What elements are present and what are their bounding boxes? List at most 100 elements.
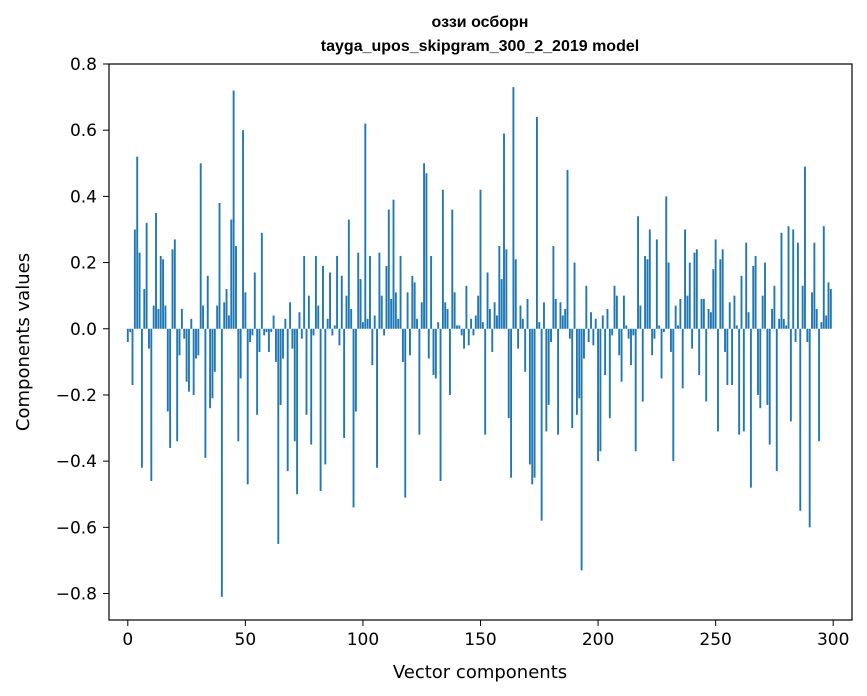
bar	[528, 328, 531, 465]
bar	[644, 255, 647, 329]
bar	[625, 325, 628, 329]
bar	[768, 328, 771, 445]
bar	[747, 312, 750, 329]
bar	[804, 166, 806, 329]
bar	[735, 325, 738, 329]
bar	[366, 318, 369, 329]
bar	[599, 328, 602, 452]
bar	[460, 328, 463, 336]
bar	[347, 219, 350, 329]
bar	[150, 328, 153, 481]
bar	[500, 279, 503, 329]
bar	[700, 298, 703, 329]
bar	[133, 229, 136, 329]
bar	[808, 328, 811, 528]
bar	[390, 298, 393, 329]
bar	[385, 265, 388, 329]
bar	[749, 328, 752, 488]
bar	[331, 328, 334, 336]
bar	[620, 328, 623, 382]
bar	[524, 328, 527, 372]
bar	[289, 302, 291, 329]
bar	[653, 328, 656, 339]
bar	[801, 285, 804, 329]
bar	[463, 328, 465, 349]
bar	[430, 255, 433, 329]
bar	[717, 328, 719, 432]
bar	[780, 232, 783, 329]
bar	[145, 222, 148, 329]
bar	[484, 328, 487, 435]
bar	[216, 305, 219, 329]
bar	[143, 289, 146, 329]
bar	[585, 285, 588, 329]
bar	[138, 252, 141, 329]
y-tick-label: 0.0	[70, 320, 97, 340]
y-tick-label: −0.2	[56, 386, 97, 406]
bar	[465, 285, 468, 329]
bar	[307, 295, 310, 329]
x-tick-label: 300	[817, 630, 849, 650]
bar	[651, 328, 654, 356]
y-tick-label: 0.8	[70, 55, 97, 75]
bar	[752, 265, 755, 329]
bar	[225, 289, 228, 329]
bar	[667, 262, 670, 329]
bar	[806, 328, 809, 342]
y-axis-ticks: −0.8 −0.6 −0.4 −0.2 0.0 0.2 0.4 0.6 0.8	[56, 55, 109, 605]
bar	[684, 229, 686, 329]
bar	[319, 328, 322, 491]
bar	[284, 318, 287, 329]
bar	[423, 163, 426, 329]
bar	[580, 328, 583, 571]
bar	[260, 232, 263, 329]
bar	[456, 325, 458, 329]
bar	[622, 295, 625, 329]
bar	[204, 328, 207, 458]
bar	[418, 328, 421, 435]
bar	[829, 289, 832, 329]
bar	[148, 328, 150, 349]
bar	[305, 328, 308, 415]
bar	[336, 255, 339, 329]
bar	[601, 315, 604, 329]
bar	[242, 130, 244, 329]
bar	[380, 295, 383, 329]
bar	[345, 295, 348, 329]
bar	[498, 246, 501, 329]
x-tick-label: 250	[699, 630, 731, 650]
bar	[404, 328, 407, 498]
bar	[587, 328, 590, 342]
bar	[731, 328, 734, 386]
bar	[157, 308, 160, 329]
bar	[235, 246, 237, 329]
bar	[220, 328, 223, 597]
bar	[646, 259, 649, 329]
bar	[618, 328, 621, 356]
bar	[578, 328, 581, 399]
bar	[178, 328, 181, 356]
bar	[611, 328, 614, 336]
bar	[630, 328, 632, 366]
bar	[206, 275, 209, 329]
plot-frame	[108, 63, 853, 621]
bar	[140, 328, 143, 468]
bar	[155, 212, 157, 329]
bar	[712, 269, 715, 329]
bar	[606, 308, 609, 329]
bar	[293, 328, 296, 442]
bar	[535, 116, 538, 329]
chart-title-line-1: оззи осборн	[432, 14, 529, 31]
bar	[352, 328, 355, 508]
x-axis-label: Vector components	[393, 662, 567, 683]
bar	[195, 328, 197, 359]
bar	[376, 328, 378, 468]
bar	[183, 328, 186, 339]
bar	[444, 302, 447, 329]
bar	[272, 315, 275, 329]
bar	[505, 249, 508, 329]
bar	[357, 252, 360, 329]
bar	[251, 328, 254, 336]
bar	[326, 318, 329, 329]
bar	[176, 328, 179, 442]
